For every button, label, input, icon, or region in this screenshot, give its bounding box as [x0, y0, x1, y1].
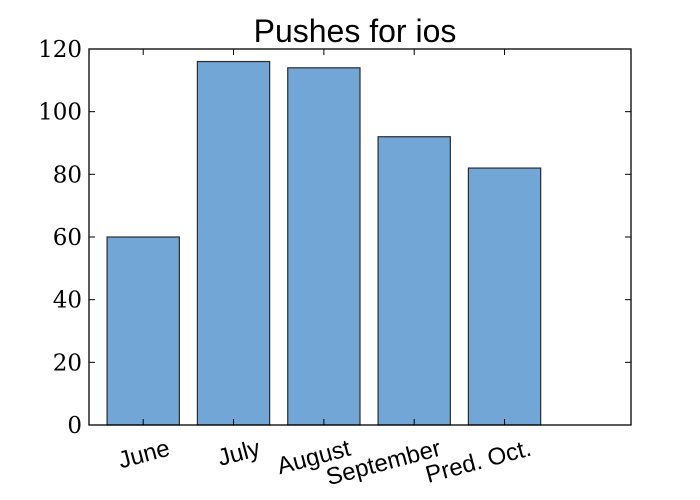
bar-august [287, 67, 361, 426]
bar-pred-oct [467, 167, 542, 426]
x-tick-label: June [115, 435, 172, 475]
x-tick-label: Pred. Oct. [423, 435, 534, 489]
plot-frame [88, 48, 632, 426]
y-tick-label: 120 [38, 37, 82, 63]
chart-title: Pushes for ios [254, 13, 457, 49]
bar-june [106, 236, 180, 426]
y-axis-ticks: 0 20 40 60 80 100 120 [38, 37, 631, 439]
y-tick-label: 100 [38, 100, 82, 126]
bar-july [196, 60, 271, 426]
bar-september [377, 136, 451, 426]
x-tick-label: July [215, 435, 263, 472]
y-tick-label: 20 [53, 350, 82, 376]
bars-group [106, 60, 542, 426]
y-tick-label: 40 [53, 288, 82, 314]
y-tick-label: 0 [67, 413, 82, 439]
y-tick-label: 60 [53, 225, 82, 251]
y-tick-label: 80 [53, 162, 82, 188]
